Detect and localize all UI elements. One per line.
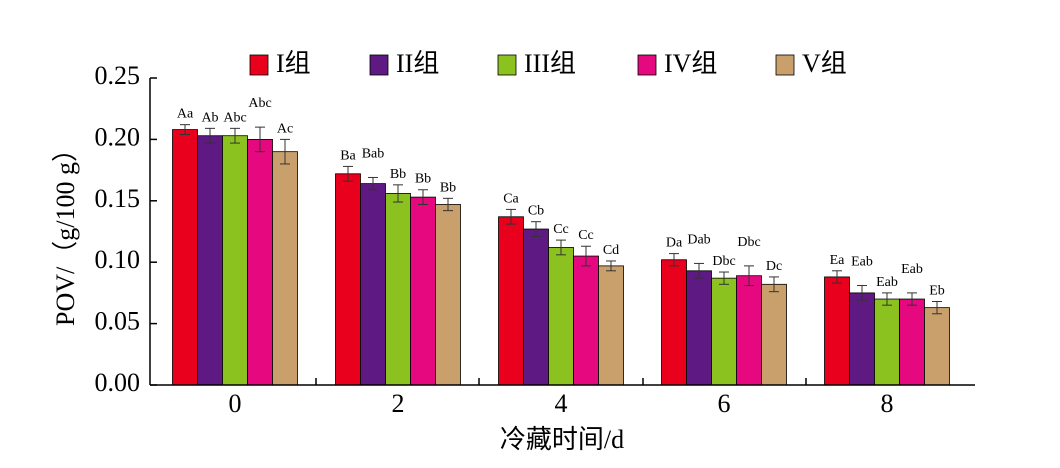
y-tick-label: 0.15	[95, 184, 141, 213]
error-bars-group	[180, 124, 942, 315]
y-tick-label: 0.05	[95, 307, 141, 336]
bar-4-series-1	[498, 216, 524, 386]
bar-6-series-4	[736, 275, 762, 386]
bar-6-series-1	[661, 259, 687, 386]
significance-labels-group: Aa Ba Ca Da Ea Ab Bab Cb Dab Eab Abc Bb Cc Dbc Eab Abc B…	[177, 96, 945, 298]
bar-2-series-5	[435, 204, 461, 386]
y-tick-label: 0.00	[95, 368, 141, 397]
significance-label: Eab	[851, 255, 873, 270]
legend-label: IV组	[664, 49, 717, 78]
significance-label: Bb	[440, 180, 456, 195]
y-axis-label: POV/（g/100 g）	[51, 136, 80, 326]
x-tick-label: 8	[881, 389, 894, 418]
bar-4-series-5	[598, 265, 624, 386]
significance-label: Bb	[415, 172, 431, 187]
legend-label: V组	[802, 49, 847, 78]
significance-label: Ca	[503, 191, 519, 206]
significance-label: Ac	[277, 121, 293, 136]
significance-label: Cd	[603, 243, 619, 258]
significance-label: Bb	[390, 167, 406, 182]
bar-0-series-5	[272, 151, 298, 386]
significance-label: Eab	[901, 262, 923, 277]
significance-label: Dab	[687, 232, 710, 247]
bar-6-series-5	[761, 283, 787, 386]
significance-label: Cc	[553, 222, 569, 237]
y-tick-label: 0.10	[95, 245, 141, 274]
bar-6-series-3	[711, 277, 737, 386]
significance-label: Bab	[362, 146, 385, 161]
bar-2-series-2	[360, 183, 386, 386]
x-ticks-group: 0 2 4 6 8	[229, 378, 894, 418]
significance-label: Abc	[223, 110, 246, 125]
significance-label: Abc	[248, 96, 271, 111]
significance-label: Ba	[340, 148, 356, 163]
legend-swatch	[775, 54, 795, 76]
legend-label: I组	[276, 49, 311, 78]
significance-label: Dbc	[712, 254, 735, 269]
legend-swatch	[637, 54, 657, 76]
y-tick-label: 0.25	[95, 61, 141, 90]
bar-8-series-4	[899, 298, 925, 386]
bar-0-series-3	[222, 135, 248, 386]
significance-label: Dbc	[737, 235, 760, 250]
significance-label: Ea	[830, 253, 846, 268]
legend-swatch	[497, 54, 517, 76]
significance-label: Eab	[876, 275, 898, 290]
significance-label: Eb	[929, 283, 945, 298]
bars-group	[172, 129, 950, 386]
legend-label: II组	[396, 49, 439, 78]
axes-group	[149, 78, 975, 386]
bar-2-series-3	[385, 193, 411, 386]
x-tick-label: 2	[392, 389, 405, 418]
x-tick-label: 6	[718, 389, 731, 418]
x-axis-label: 冷藏时间/d	[500, 425, 624, 454]
bar-0-series-2	[197, 135, 223, 386]
bar-4-series-4	[573, 255, 599, 386]
bar-4-series-2	[523, 228, 549, 386]
bar-4-series-3	[548, 247, 574, 386]
significance-label: Dc	[766, 259, 782, 274]
significance-label: Da	[666, 236, 683, 251]
bar-8-series-1	[824, 276, 850, 386]
bar-6-series-2	[686, 270, 712, 386]
significance-label: Cc	[578, 228, 594, 243]
bar-8-series-2	[849, 292, 875, 386]
x-tick-label: 4	[555, 389, 568, 418]
legend-swatch	[249, 54, 269, 76]
legend-label: III组	[524, 49, 576, 78]
bar-0-series-4	[247, 138, 273, 386]
legend-swatch	[369, 54, 389, 76]
y-tick-label: 0.20	[95, 122, 141, 151]
bar-8-series-3	[874, 298, 900, 386]
legend: I组 II组 III组 IV组 V组	[249, 49, 847, 78]
x-tick-label: 0	[229, 389, 242, 418]
bar-2-series-1	[335, 173, 361, 386]
bar-2-series-4	[410, 196, 436, 386]
bar-8-series-5	[924, 307, 950, 386]
significance-label: Cb	[528, 204, 544, 219]
significance-label: Ab	[201, 110, 218, 125]
y-ticks-group: 0.00 0.05 0.10 0.15 0.20 0.25	[95, 61, 157, 397]
bar-0-series-1	[172, 129, 198, 386]
significance-label: Aa	[177, 107, 194, 122]
